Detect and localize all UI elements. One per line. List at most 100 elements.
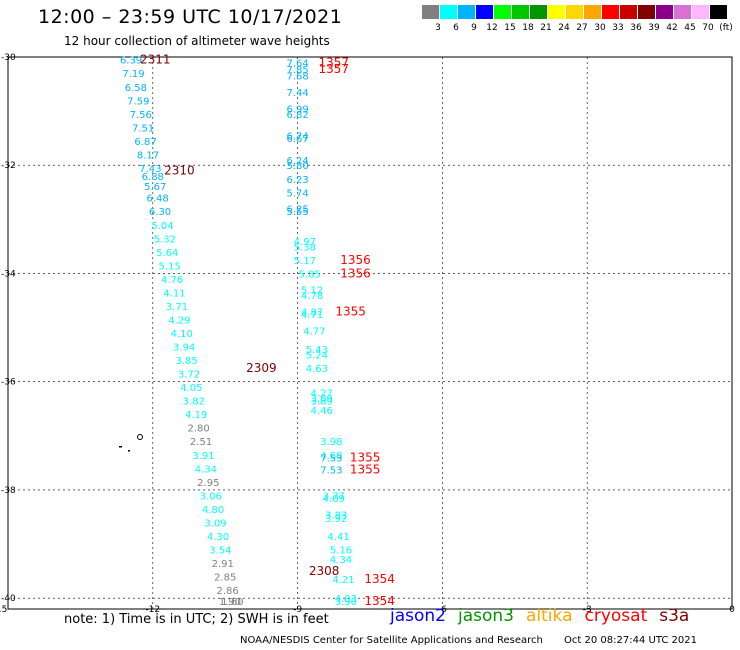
scale-swatch	[566, 5, 583, 19]
axis-tick-labels: -15-12-9-6-30-30-32-34-36-38-40	[0, 53, 735, 615]
wave-height-value: 4.34	[330, 555, 352, 566]
scale-label: 12	[486, 23, 498, 33]
pass-time-label: 1357	[319, 55, 350, 69]
wave-height-value: 4.97	[294, 237, 316, 248]
footer-timestamp: Oct 20 08:27:44 UTC 2021	[564, 635, 697, 646]
scale-label: 21	[540, 23, 552, 33]
wave-height-value: 6.39	[120, 56, 142, 67]
pass-time-label: 2310	[164, 164, 195, 178]
wave-height-value: 4.30	[207, 532, 229, 543]
wave-height-value: 4.27	[311, 389, 333, 400]
wave-height-value: 6.67	[286, 134, 308, 145]
wave-height-value: 5.55	[286, 207, 308, 218]
scale-label: 45	[684, 23, 696, 33]
wave-height-value: 5.80	[286, 161, 308, 172]
wave-height-value: 6.74	[286, 131, 308, 142]
wave-height-value: 5.67	[144, 182, 166, 193]
wave-height-value: 5.16	[330, 545, 352, 556]
scale-swatch	[584, 5, 601, 19]
scale-label: 30	[594, 23, 606, 33]
scale-label: 36	[630, 23, 642, 33]
wave-height-value: 3.06	[200, 491, 222, 502]
legend-item-cryosat: cryosat	[584, 606, 648, 626]
wave-height-value: 7.85	[286, 65, 308, 76]
wave-height-value: 7.56	[130, 110, 152, 121]
pass-time-label: 1356	[340, 266, 371, 280]
wave-height-value: 4.21	[332, 575, 354, 586]
scale-swatch	[656, 5, 673, 19]
wave-height-value: 4.80	[202, 505, 224, 516]
pass-time-label: 1355	[350, 462, 381, 476]
scale-swatch	[530, 5, 547, 19]
wave-height-value: 2.95	[197, 478, 219, 489]
wave-height-value: 6.24	[286, 156, 308, 167]
wave-height-value: 5.15	[159, 261, 181, 272]
wave-height-value: 3.90	[335, 597, 357, 608]
wave-height-value: 2.86	[216, 586, 238, 597]
wave-height-value: 4.19	[185, 410, 207, 421]
pass-time-label: 2308	[309, 564, 340, 578]
wave-height-value: 5.43	[306, 345, 328, 356]
scale-label: 27	[576, 23, 588, 33]
wave-height-value: 3.72	[178, 370, 200, 381]
wave-height-points: 6.39 7.19 6.58 7.59 7.56 7.51 6.87 8.17 7.436.88…	[120, 56, 357, 608]
wave-height-value: 4.76	[161, 275, 183, 286]
y-tick-label: -32	[1, 161, 16, 171]
y-tick-label: -36	[1, 378, 16, 388]
scale-label: 6	[453, 23, 459, 33]
wave-height-value: 6.58	[125, 83, 147, 94]
legend-item-altika: altika	[526, 606, 573, 626]
wave-height-value: 4.03	[335, 594, 357, 605]
x-tick-label: -15	[0, 605, 7, 615]
scale-label: 39	[648, 23, 660, 33]
scale-swatch	[710, 5, 727, 19]
wave-height-value: 5.74	[286, 188, 308, 199]
x-tick-label: -12	[145, 605, 160, 615]
scale-swatch	[494, 5, 511, 19]
wave-height-value: 4.78	[301, 291, 323, 302]
wave-height-value: 6.87	[134, 137, 156, 148]
wave-height-value: 3.94	[173, 343, 195, 354]
scale-label: 42	[666, 23, 678, 33]
satellite-legend: jason2 jason3 altika cryosat s3a	[390, 606, 701, 626]
y-tick-label: -34	[1, 269, 16, 279]
scale-label: 15	[504, 23, 516, 33]
wave-height-value: 5.17	[294, 256, 316, 267]
wave-height-value: 5.64	[156, 248, 178, 259]
wave-height-value: 4.87	[301, 307, 323, 318]
wave-height-value: 4.10	[171, 329, 193, 340]
wave-height-value: 7.59	[127, 96, 149, 107]
scale-label: 70	[702, 23, 714, 33]
footer-agency: NOAA/NESDIS Center for Satellite Applica…	[240, 635, 543, 646]
wave-height-value: 3.98	[320, 437, 342, 448]
wave-height-value: 7.43	[139, 164, 161, 175]
footer: NOAA/NESDIS Center for Satellite Applica…	[240, 635, 697, 646]
wave-height-value: 3.92	[325, 514, 347, 525]
wave-height-value: 3.82	[183, 397, 205, 408]
wave-height-value: 7.64	[286, 58, 308, 69]
scale-swatch	[458, 5, 475, 19]
pass-time-label: 1354	[364, 572, 395, 586]
wave-height-value: 6.25	[286, 205, 308, 216]
pass-time-label: 2311	[140, 53, 171, 67]
wave-height-value: 7.19	[122, 69, 144, 80]
scale-label: 24	[558, 23, 570, 33]
wave-height-value: 5.04	[151, 221, 173, 232]
pass-time-label: 1356	[340, 253, 371, 267]
wave-height-value: 2.91	[212, 559, 234, 570]
wave-height-value: 6.30	[149, 207, 171, 218]
scale-swatch	[602, 5, 619, 19]
wave-height-value: 3.09	[204, 518, 226, 529]
wave-height-value: 3.71	[166, 302, 188, 313]
wave-height-value: 4.63	[306, 364, 328, 375]
x-tick-label: 0	[729, 605, 735, 615]
wave-height-value: 4.46	[311, 406, 333, 417]
x-tick-label: -3	[583, 605, 592, 615]
wave-height-value: 3.85	[175, 356, 197, 367]
scale-label: 18	[522, 23, 534, 33]
wave-height-value: 6.88	[142, 172, 164, 183]
page-title: 12:00 – 23:59 UTC 10/17/2021	[38, 6, 343, 28]
grid	[8, 57, 732, 609]
scale-swatch	[548, 5, 565, 19]
